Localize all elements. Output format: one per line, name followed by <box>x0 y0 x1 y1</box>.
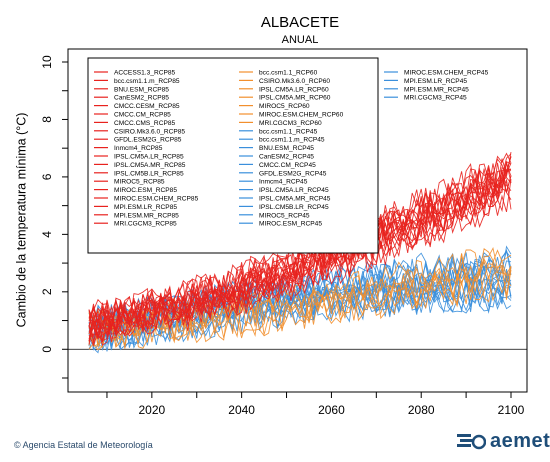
legend-label: bcc.csm1.1.m_RCP45 <box>259 137 325 144</box>
legend-label: Inmcm4_RCP45 <box>259 179 308 186</box>
legend-label: MPI.ESM.MR_RCP45 <box>404 86 469 93</box>
legend-label: MIROC.ESM_RCP45 <box>259 221 322 228</box>
chart: ALBACETE ANUAL 0 2 4 6 8 10 2020 2040 2060 2080 2100… <box>14 14 528 417</box>
legend-label: IPSL.CM5A.LR_RCP60 <box>259 86 329 93</box>
y-tick-label: 6 <box>40 173 54 180</box>
y-tick-label: 10 <box>40 55 54 69</box>
legend-label: GFDL.ESM2G_RCP85 <box>114 137 182 144</box>
legend-label: MIROC.ESM_RCP85 <box>114 187 177 194</box>
legend-label: bcc.csm1.1_RCP60 <box>259 70 318 77</box>
y-tick-label: 8 <box>40 116 54 123</box>
x-tick-label: 2080 <box>408 403 435 417</box>
legend-label: MIROC5_RCP85 <box>114 179 165 186</box>
plot-frame <box>67 48 528 393</box>
aemet-logo-text: aemet <box>490 430 550 452</box>
legend-label: bcc.csm1.1.m_RCP85 <box>114 78 180 85</box>
legend-label: bcc.csm1.1_RCP45 <box>259 128 318 135</box>
series-line-ipsl-cm5b-lr-rcp85 <box>88 177 512 344</box>
series-line-mpi-esm-mr-rcp85 <box>88 172 512 342</box>
x-tick-label: 2060 <box>318 403 345 417</box>
legend-box <box>87 57 379 254</box>
y-axis-label: Cambio de la temperatura mínima (°C) <box>14 113 28 328</box>
x-tick-label: 2040 <box>228 403 255 417</box>
series-line-mri-cgcm3-rcp85 <box>88 176 512 337</box>
series-line-miroc-esm-chem-rcp60 <box>88 258 512 348</box>
y-tick-label: 4 <box>40 231 54 238</box>
legend-label: MIROC.ESM.CHEM_RCP45 <box>404 70 489 77</box>
legend-label: CanESM2_RCP45 <box>259 154 314 161</box>
legend-label: GFDL.ESM2G_RCP45 <box>259 170 327 177</box>
series-line-ipsl-cm5a-mr-rcp85 <box>88 153 512 341</box>
legend-label: ACCESS1.3_RCP85 <box>114 70 176 77</box>
y-tick-label: 2 <box>40 288 54 295</box>
legend-label: BNU.ESM_RCP45 <box>259 145 314 152</box>
legend-label: MIROC.ESM.CHEM_RCP85 <box>114 196 199 203</box>
series-line-csiro-mk3-6-0-rcp60 <box>88 267 512 349</box>
chart-title: ALBACETE <box>261 14 339 31</box>
legend-label: IPSL.CM5A.MR_RCP60 <box>259 95 331 102</box>
legend-label: IPSL.CM5A.MR_RCP45 <box>259 196 331 203</box>
legend-label: Inmcm4_RCP85 <box>114 145 163 152</box>
legend-label: CSIRO.Mk3.6.0_RCP60 <box>259 78 330 85</box>
legend-label: CMCC.CM_RCP85 <box>114 112 171 119</box>
legend-label: BNU.ESM_RCP85 <box>114 86 169 93</box>
legend-label: MRI.CGCM3_RCP45 <box>404 95 467 102</box>
x-tick-label: 2100 <box>498 403 525 417</box>
legend-label: IPSL.CM5B.LR_RCP85 <box>114 170 184 177</box>
aemet-logo: aemet <box>456 430 550 453</box>
legend-label: MRI.CGCM3_RCP60 <box>259 120 322 127</box>
legend-label: MPI.ESM.LR_RCP85 <box>114 204 177 211</box>
x-tick-label: 2020 <box>138 403 165 417</box>
legend-label: MPI.ESM.MR_RCP85 <box>114 212 179 219</box>
legend-label: MIROC5_RCP45 <box>259 212 310 219</box>
legend-label: IPSL.CM5A.LR_RCP45 <box>259 187 329 194</box>
series-line-miroc-esm-chem-rcp85 <box>88 170 512 344</box>
legend-label: CMCC.CMS_RCP85 <box>114 120 176 127</box>
legend-label: IPSL.CM5B.LR_RCP45 <box>259 204 329 211</box>
chart-subtitle: ANUAL <box>282 34 319 46</box>
footer-credit: © Agencia Estatal de Meteorología <box>14 440 153 450</box>
legend-label: MIROC.ESM.CHEM_RCP60 <box>259 112 344 119</box>
legend-label: MPI.ESM.LR_RCP45 <box>404 78 467 85</box>
legend-label: IPSL.CM5A.LR_RCP85 <box>114 154 184 161</box>
legend-label: IPSL.CM5A.MR_RCP85 <box>114 162 186 169</box>
legend-label: CMCC.CESM_RCP85 <box>114 103 180 110</box>
legend-label: CSIRO.Mk3.6.0_RCP85 <box>114 128 185 135</box>
legend-label: CanESM2_RCP85 <box>114 95 169 102</box>
y-tick-label: 0 <box>40 346 54 353</box>
legend-label: MRI.CGCM3_RCP85 <box>114 221 177 228</box>
legend-label: CMCC.CM_RCP45 <box>259 162 316 169</box>
legend-label: MIROC5_RCP60 <box>259 103 310 110</box>
aemet-logo-icon <box>457 433 486 449</box>
